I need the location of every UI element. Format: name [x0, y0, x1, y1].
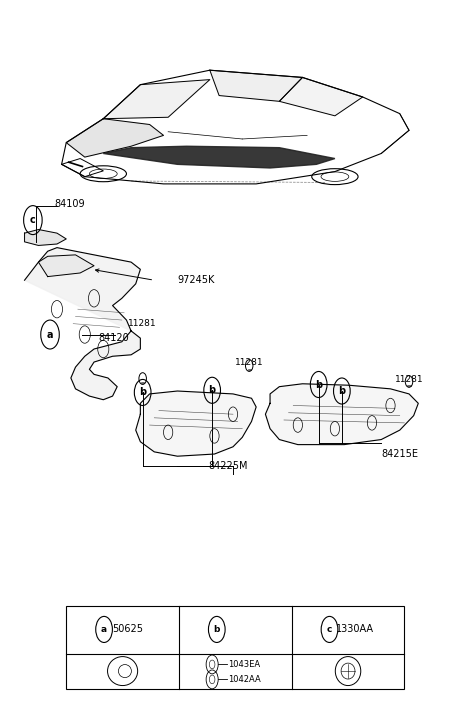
Polygon shape	[39, 255, 94, 276]
Text: b: b	[315, 379, 322, 390]
Text: 50625: 50625	[112, 624, 143, 635]
Text: 97245K: 97245K	[178, 276, 215, 285]
Text: b: b	[209, 385, 216, 395]
Text: b: b	[338, 386, 345, 396]
Text: 1330AA: 1330AA	[336, 624, 374, 635]
Text: a: a	[101, 625, 107, 634]
Bar	[66, 606, 404, 689]
Polygon shape	[25, 248, 140, 400]
Polygon shape	[103, 79, 210, 119]
Text: a: a	[47, 329, 53, 340]
Polygon shape	[25, 230, 66, 246]
Text: 84120: 84120	[99, 333, 130, 343]
Text: c: c	[30, 215, 36, 225]
Text: 84109: 84109	[55, 199, 85, 209]
Text: b: b	[213, 625, 220, 634]
Polygon shape	[103, 146, 335, 168]
Polygon shape	[210, 71, 302, 101]
Polygon shape	[66, 119, 164, 157]
Polygon shape	[136, 391, 256, 457]
Text: c: c	[327, 625, 332, 634]
Text: 1042AA: 1042AA	[228, 675, 261, 684]
Text: 84225M: 84225M	[209, 461, 248, 470]
Text: 11281: 11281	[395, 375, 423, 384]
Text: 11281: 11281	[128, 318, 157, 328]
Polygon shape	[279, 78, 363, 116]
Text: 84215E: 84215E	[381, 449, 418, 459]
Text: b: b	[139, 387, 146, 398]
Text: 11281: 11281	[235, 358, 264, 366]
Polygon shape	[266, 384, 418, 445]
Text: 1043EA: 1043EA	[228, 660, 260, 669]
